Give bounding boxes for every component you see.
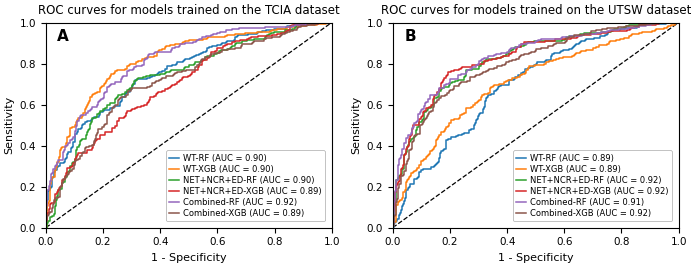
Legend: WT-RF (AUC = 0.90), WT-XGB (AUC = 0.90), NET+NCR+ED-RF (AUC = 0.90), NET+NCR+ED-: WT-RF (AUC = 0.90), WT-XGB (AUC = 0.90),… — [166, 150, 325, 221]
Y-axis label: Sensitivity: Sensitivity — [4, 96, 15, 154]
Y-axis label: Sensitivity: Sensitivity — [351, 96, 361, 154]
Legend: WT-RF (AUC = 0.89), WT-XGB (AUC = 0.89), NET+NCR+ED-RF (AUC = 0.92), NET+NCR+ED-: WT-RF (AUC = 0.89), WT-XGB (AUC = 0.89),… — [513, 150, 672, 221]
Text: A: A — [57, 29, 69, 44]
Text: B: B — [404, 29, 416, 44]
X-axis label: 1 - Specificity: 1 - Specificity — [151, 253, 227, 263]
X-axis label: 1 - Specificity: 1 - Specificity — [498, 253, 574, 263]
Title: ROC curves for models trained on the UTSW dataset: ROC curves for models trained on the UTS… — [381, 4, 691, 17]
Title: ROC curves for models trained on the TCIA dataset: ROC curves for models trained on the TCI… — [38, 4, 340, 17]
